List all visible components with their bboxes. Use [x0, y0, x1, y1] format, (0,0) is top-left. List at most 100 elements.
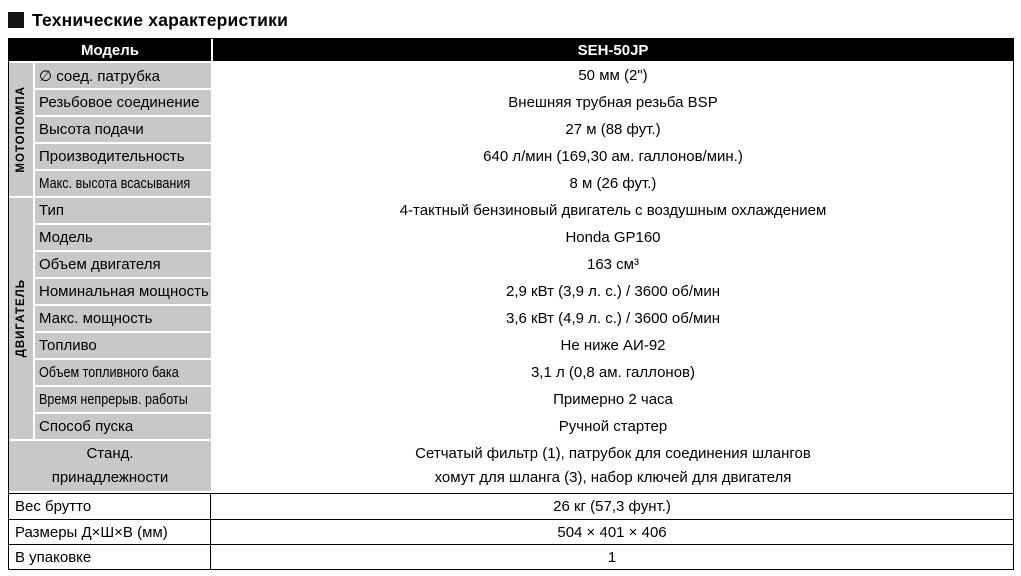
spec-label: Макс. высота всасывания: [35, 171, 211, 196]
spec-label-text: Тип: [39, 202, 65, 219]
table-row: Способ пуска Ручной стартер: [35, 414, 1013, 439]
spec-value: 50 мм (2"): [213, 63, 1013, 88]
table-row: Производительность 640 л/мин (169,30 ам.…: [35, 144, 1013, 169]
table-row: Объем топливного бака 3,1 л (0,8 ам. гал…: [35, 360, 1013, 385]
table-row: Номинальная мощность 2,9 кВт (3,9 л. с.)…: [35, 279, 1013, 304]
spec-label-text: Время непрерыв. работы: [39, 391, 188, 408]
spec-value: 8 м (26 фут.): [213, 171, 1013, 196]
spec-label: Размеры Д×Ш×В (мм): [9, 520, 211, 544]
table-row: Высота подачи 27 м (88 фут.): [35, 117, 1013, 142]
spec-value-text: Honda GP160: [565, 229, 661, 246]
table-header-row: Модель SEH-50JP: [9, 39, 1013, 61]
section-rows: Тип 4-тактный бензиновый двигатель с воз…: [35, 198, 1013, 439]
spec-label: ∅ соед. патрубка: [35, 63, 211, 88]
spec-label: Номинальная мощность: [35, 279, 211, 304]
table-row: Вес брутто 26 кг (57,3 фунт.): [9, 494, 1013, 519]
spec-value-text: 2,9 кВт (3,9 л. с.) / 3600 об/мин: [505, 283, 720, 300]
spec-label: Высота подачи: [35, 117, 211, 142]
spec-label: Модель: [35, 225, 211, 250]
section-rows: ∅ соед. патрубка 50 мм (2") Резьбовое со…: [35, 63, 1013, 196]
spec-value-text: 640 л/мин (169,30 ам. галлонов/мин.): [483, 148, 743, 165]
accessories-row: Станд. принадлежности Сетчатый фильтр (1…: [9, 441, 1013, 491]
spec-value: 2,9 кВт (3,9 л. с.) / 3600 об/мин: [213, 279, 1013, 304]
page-title: Технические характеристики: [32, 9, 289, 30]
spec-value: Примерно 2 часа: [213, 387, 1013, 412]
spec-value: 4-тактный бензиновый двигатель с воздушн…: [213, 198, 1013, 223]
table-footer: Вес брутто 26 кг (57,3 фунт.) Размеры Д×…: [9, 493, 1013, 569]
spec-value-text: Ручной стартер: [558, 418, 668, 435]
header-model-label: Модель: [9, 39, 211, 61]
spec-value-text: 163 см³: [586, 256, 639, 273]
spec-value: 3,6 кВт (4,9 л. с.) / 3600 об/мин: [213, 306, 1013, 331]
spec-value: 27 м (88 фут.): [213, 117, 1013, 142]
spec-value-text: 8 м (26 фут.): [569, 175, 657, 192]
table-row: ∅ соед. патрубка 50 мм (2"): [35, 63, 1013, 88]
spec-value-text: 3,6 кВт (4,9 л. с.) / 3600 об/мин: [505, 310, 720, 327]
table-row: Размеры Д×Ш×В (мм) 504 × 401 × 406: [9, 519, 1013, 544]
spec-label: Тип: [35, 198, 211, 223]
spec-label: Топливо: [35, 333, 211, 358]
title-square-bullet-icon: [8, 12, 24, 28]
spec-value: 640 л/мин (169,30 ам. галлонов/мин.): [213, 144, 1013, 169]
spec-value-text: 4-тактный бензиновый двигатель с воздушн…: [399, 202, 827, 219]
spec-label-text: Высота подачи: [39, 121, 144, 138]
spec-label: Способ пуска: [35, 414, 211, 439]
spec-value: 163 см³: [213, 252, 1013, 277]
spec-value-text: 50 мм (2"): [578, 67, 648, 84]
spec-label: Объем топливного бака: [35, 360, 211, 385]
table-row: Макс. высота всасывания 8 м (26 фут.): [35, 171, 1013, 196]
table-row: Тип 4-тактный бензиновый двигатель с воз…: [35, 198, 1013, 223]
table-row: Время непрерыв. работы Примерно 2 часа: [35, 387, 1013, 412]
spec-label-text: Модель: [39, 229, 93, 246]
table-row: Топливо Не ниже АИ-92: [35, 333, 1013, 358]
table-row: Объем двигателя 163 см³: [35, 252, 1013, 277]
spec-label-text: Способ пуска: [39, 418, 134, 435]
spec-value: Ручной стартер: [213, 414, 1013, 439]
table-row: Резьбовое соединение Внешняя трубная рез…: [35, 90, 1013, 115]
spec-label: Вес брутто: [9, 494, 211, 519]
accessories-value-line1: Сетчатый фильтр (1), патрубок для соедин…: [415, 445, 811, 462]
spec-value: Внешняя трубная резьба BSP: [213, 90, 1013, 115]
spec-label-text: Объем топливного бака: [39, 364, 179, 381]
spec-label-text: Макс. мощность: [39, 310, 153, 327]
spec-value: Honda GP160: [213, 225, 1013, 250]
spec-label: В упаковке: [9, 545, 211, 569]
table-row: В упаковке 1: [9, 544, 1013, 569]
accessories-value: Сетчатый фильтр (1), патрубок для соедин…: [213, 441, 1013, 491]
spec-value: 26 кг (57,3 фунт.): [211, 494, 1013, 519]
section-name-vertical: МОТОПОМПА: [15, 86, 27, 173]
spec-label-text: Резьбовое соединение: [39, 94, 200, 111]
spec-label-text: Объем двигателя: [39, 256, 161, 273]
header-model-value: SEH-50JP: [213, 39, 1013, 61]
table-row: Макс. мощность 3,6 кВт (4,9 л. с.) / 360…: [35, 306, 1013, 331]
spec-value-text: Примерно 2 часа: [553, 391, 673, 408]
accessories-label: Станд. принадлежности: [9, 441, 211, 491]
spec-value-text: Не ниже АИ-92: [560, 337, 666, 354]
spec-value-text: 3,1 л (0,8 ам. галлонов): [530, 364, 696, 381]
spec-label: Объем двигателя: [35, 252, 211, 277]
spec-label: Резьбовое соединение: [35, 90, 211, 115]
spec-value-text: Внешняя трубная резьба BSP: [508, 94, 718, 111]
section-name-vertical: ДВИГАТЕЛЬ: [15, 279, 27, 358]
spec-value: 504 × 401 × 406: [211, 520, 1013, 544]
section-vertical-strip: ДВИГАТЕЛЬ: [9, 198, 33, 439]
spec-value: Не ниже АИ-92: [213, 333, 1013, 358]
accessories-label-line1: Станд.: [86, 445, 134, 462]
spec-label-text: Макс. высота всасывания: [39, 175, 191, 192]
accessories-value-line2: хомут для шланга (3), набор ключей для д…: [434, 469, 792, 486]
table-row: Модель Honda GP160: [35, 225, 1013, 250]
spec-label-text: ∅ соед. патрубка: [39, 67, 161, 85]
spec-label: Макс. мощность: [35, 306, 211, 331]
spec-label: Производительность: [35, 144, 211, 169]
section-motopompa: МОТОПОМПА ∅ соед. патрубка 50 мм (2") Ре…: [9, 63, 1013, 196]
section-dvigatel: ДВИГАТЕЛЬ Тип 4-тактный бензиновый двига…: [9, 198, 1013, 439]
section-vertical-strip: МОТОПОМПА: [9, 63, 33, 196]
spec-value: 3,1 л (0,8 ам. галлонов): [213, 360, 1013, 385]
spec-label-text: Топливо: [39, 337, 97, 354]
spec-value-text: 27 м (88 фут.): [565, 121, 661, 138]
accessories-label-line2: принадлежности: [51, 469, 169, 486]
spec-value: 1: [211, 545, 1013, 569]
page-title-bar: Технические характеристики: [0, 0, 1021, 38]
spec-label: Время непрерыв. работы: [35, 387, 211, 412]
